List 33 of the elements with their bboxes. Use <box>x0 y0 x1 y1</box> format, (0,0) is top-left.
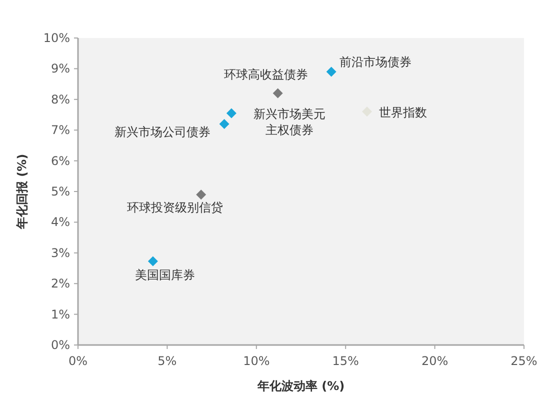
y-tick-label: 6% <box>50 154 70 168</box>
y-tick-label: 8% <box>50 92 70 106</box>
annotation: 新兴市场美元主权债券 <box>253 107 326 138</box>
annotation: 前沿市场债券 <box>339 54 412 69</box>
y-tick-label: 3% <box>50 246 70 260</box>
x-tick-label: 10% <box>243 354 270 368</box>
x-axis-title: 年化波动率 (%) <box>256 379 345 393</box>
y-tick-label: 10% <box>43 31 70 45</box>
y-tick-label: 5% <box>50 184 70 198</box>
y-tick-label: 2% <box>50 276 70 291</box>
point <box>219 118 230 129</box>
annotation: 新兴市场公司债券 <box>114 124 210 139</box>
point <box>326 66 336 77</box>
point <box>226 108 236 118</box>
y-tick-label: 7% <box>50 123 70 138</box>
x-tick-label: 5% <box>158 354 177 368</box>
y-tick-label: 0% <box>50 338 70 352</box>
annotation: 美国国库券 <box>134 268 195 282</box>
point <box>196 190 206 200</box>
point <box>148 256 158 266</box>
annotation: 环球高收益债券 <box>224 67 308 82</box>
y-tick-label: 9% <box>50 62 70 76</box>
y-tick-label: 1% <box>50 307 70 322</box>
annotation: 世界指数 <box>379 106 428 120</box>
point <box>362 106 372 117</box>
annotation: 环球投资级别信贷 <box>127 200 224 215</box>
y-tick-label: 4% <box>50 215 70 230</box>
y-axis-title: 年化回报 (%) <box>15 154 29 230</box>
point <box>272 88 283 98</box>
x-tick-label: 20% <box>421 354 448 368</box>
x-tick-label: 15% <box>332 354 359 368</box>
x-tick-label: 0% <box>68 354 88 368</box>
x-tick-label: 25% <box>510 354 538 368</box>
